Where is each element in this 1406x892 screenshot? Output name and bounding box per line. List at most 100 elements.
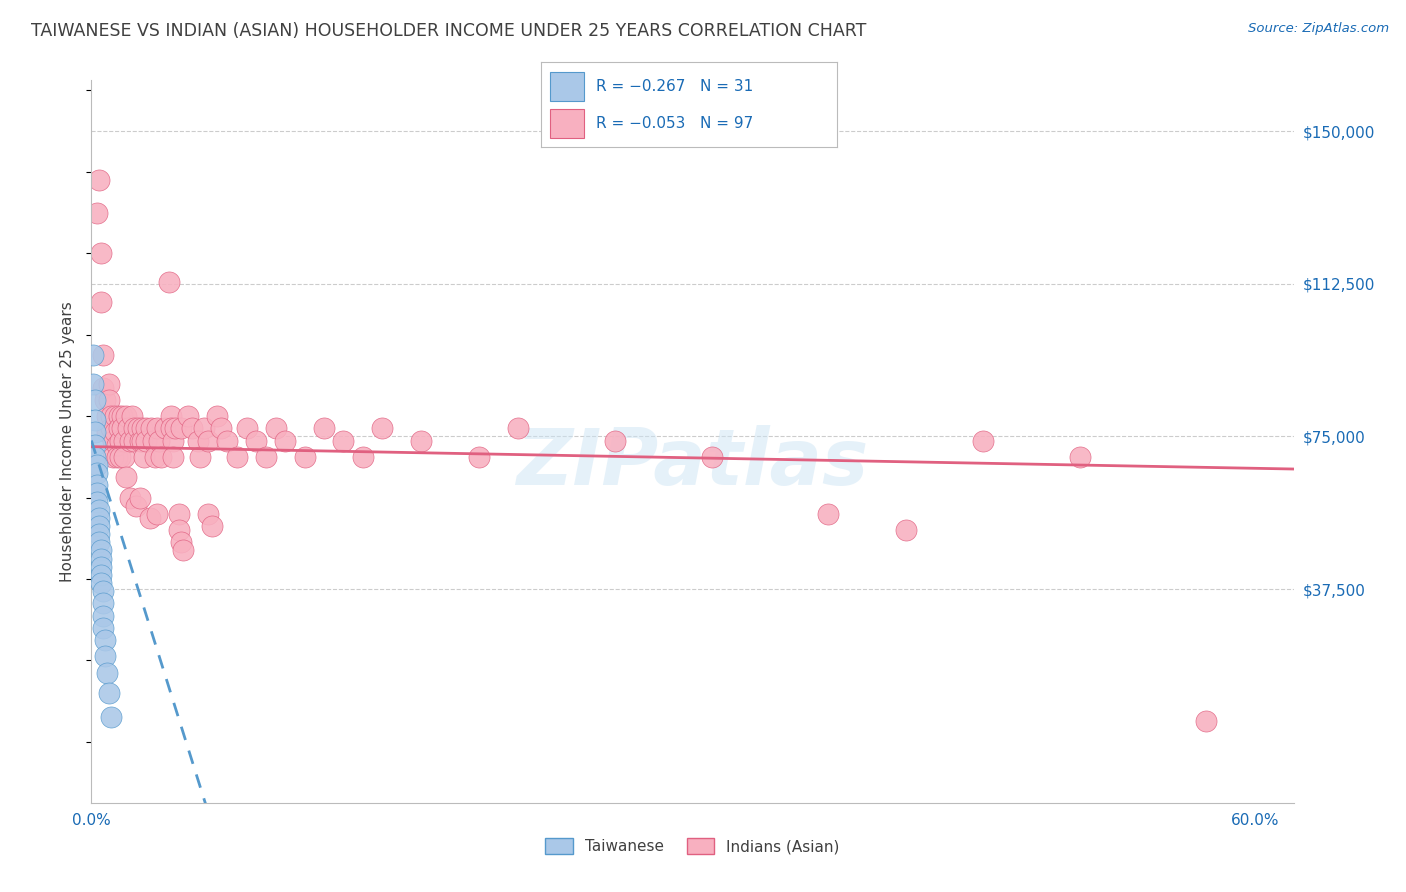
Point [86,486,108,500]
Point [217,434,239,448]
Point [89,527,111,541]
Point [193,421,215,435]
Point [245,434,267,448]
Point [817,507,839,521]
Point [100,710,122,724]
Point [187,434,209,448]
Point [90,543,112,558]
Point [131,421,153,435]
Point [91,381,114,395]
Point [312,421,335,435]
Point [94,632,117,647]
Point [127,421,149,435]
Point [132,450,155,464]
Point [169,421,191,435]
Point [160,409,183,423]
Point [84,425,107,440]
Text: ZIPatlas: ZIPatlas [516,425,869,501]
Point [148,434,170,448]
Point [352,450,374,464]
Point [104,409,127,423]
Point [105,450,128,464]
Point [96,409,118,423]
Y-axis label: Householder Income Under 25 years: Householder Income Under 25 years [60,301,76,582]
Point [86,205,108,219]
Point [274,434,297,448]
Point [167,507,190,521]
Point [1195,714,1218,729]
Text: R = −0.267   N = 31: R = −0.267 N = 31 [596,78,754,94]
Point [111,409,134,423]
Point [91,608,114,623]
Point [128,491,150,505]
Point [972,434,994,448]
Point [94,392,117,407]
Point [332,434,354,448]
Point [700,450,723,464]
Point [1069,450,1091,464]
Point [112,434,135,448]
Point [120,434,142,448]
Point [264,421,287,435]
Point [97,376,120,391]
FancyBboxPatch shape [550,109,583,138]
Point [110,450,132,464]
Point [84,392,107,407]
Point [254,450,277,464]
Point [107,421,129,435]
Point [107,409,129,423]
Point [197,507,219,521]
Point [100,409,122,423]
Text: Source: ZipAtlas.com: Source: ZipAtlas.com [1249,22,1389,36]
Point [110,434,132,448]
Point [121,409,143,423]
Point [120,491,142,505]
Point [209,421,232,435]
Point [117,421,139,435]
Point [91,348,114,362]
Point [100,421,122,435]
Point [506,421,529,435]
Point [150,450,173,464]
Point [294,450,316,464]
Point [409,434,432,448]
Point [138,511,160,525]
Point [122,421,145,435]
Point [894,523,917,537]
Point [101,450,124,464]
Point [122,434,145,448]
Point [105,437,128,451]
Point [225,450,247,464]
Point [112,450,135,464]
FancyBboxPatch shape [550,71,583,101]
Point [142,434,165,448]
Point [135,434,157,448]
Point [90,295,112,310]
Point [167,523,190,537]
Point [145,450,167,464]
Point [86,466,108,480]
Point [197,434,219,448]
Text: TAIWANESE VS INDIAN (ASIAN) HOUSEHOLDER INCOME UNDER 25 YEARS CORRELATION CHART: TAIWANESE VS INDIAN (ASIAN) HOUSEHOLDER … [31,22,866,40]
Point [125,499,148,513]
Point [96,665,118,680]
Point [90,246,112,260]
Point [104,425,127,440]
Point [82,376,104,391]
Point [603,434,626,448]
Point [101,434,124,448]
Point [89,511,111,525]
Point [162,450,184,464]
Point [135,421,157,435]
Legend: Taiwanese, Indians (Asian): Taiwanese, Indians (Asian) [538,832,846,860]
Point [201,519,224,533]
Point [90,567,112,582]
Point [162,434,184,448]
Point [146,421,169,435]
Point [468,450,491,464]
Point [84,437,107,451]
Point [84,413,107,427]
Point [89,535,111,549]
Point [86,458,108,472]
Point [371,421,394,435]
